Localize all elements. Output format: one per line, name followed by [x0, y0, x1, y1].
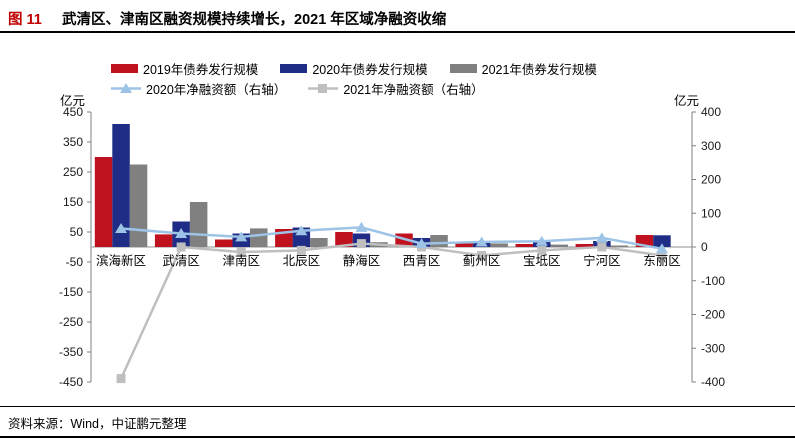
- marker-triangle-蓟州区: [475, 236, 488, 247]
- marker-square-东丽区: [657, 250, 667, 260]
- marker-square-静海区: [356, 239, 366, 249]
- combo-chart: 450 350 250 150 50 -50 -150 -250 -350 -450 400 300 2…: [59, 105, 725, 389]
- line-2020年净融资额（右轴）: [120, 226, 663, 250]
- category-label-滨海新区: 滨海新区: [96, 253, 146, 268]
- legend-item: 2020年净融资额（右轴）: [111, 79, 286, 98]
- right-axis-tick-label: 400: [701, 105, 721, 119]
- figure-header: 图 11 武清区、津南区融资规模持续增长，2021 年区域净融资收缩: [0, 0, 795, 30]
- legend-row-bars: 2019年债券发行规模 2020年债券发行规模 2021年债券发行规模: [111, 58, 597, 78]
- right-axis-tick-label: -100: [701, 274, 725, 288]
- legend-swatch-bar-icon: [280, 63, 308, 73]
- marker-triangle-津南区: [235, 231, 248, 242]
- marker-triangle-北辰区: [295, 225, 308, 236]
- legend-item: 2020年债券发行规模: [280, 59, 428, 78]
- marker-square-北辰区: [296, 245, 306, 255]
- category-label-津南区: 津南区: [222, 253, 260, 268]
- bar-2020年债券发行规模-东丽区: [653, 235, 671, 247]
- left-axis-tick-label: -250: [59, 315, 83, 329]
- left-axis-tick-label: 350: [63, 135, 83, 149]
- bar-2021年债券发行规模-西青区: [430, 235, 448, 247]
- category-label-武清区: 武清区: [162, 254, 200, 268]
- legend-row-lines: 2020年净融资额（右轴） 2021年净融资额（右轴）: [111, 78, 597, 98]
- right-axis-tick-label: -200: [701, 308, 725, 322]
- legend-swatch-bar-icon: [111, 63, 138, 73]
- marker-square-武清区: [176, 242, 186, 252]
- left-axis-tick-label: -350: [59, 345, 83, 359]
- left-axis-tick-label: -150: [59, 285, 83, 299]
- figure-number-label: 图 11: [8, 12, 42, 28]
- marker-triangle-宝坻区: [535, 235, 548, 246]
- legend-item: 2019年债券发行规模: [111, 59, 258, 78]
- marker-triangle-东丽区: [655, 243, 668, 254]
- category-label-宁河区: 宁河区: [583, 253, 621, 268]
- marker-square-宁河区: [597, 242, 607, 252]
- category-label-东丽区: 东丽区: [643, 254, 681, 268]
- figure-title: 武清区、津南区融资规模持续增长，2021 年区域净融资收缩: [62, 12, 447, 28]
- legend-label: 2021年净融资额（右轴）: [343, 82, 484, 97]
- bar-2021年债券发行规模-北辰区: [310, 238, 328, 247]
- right-axis-tick-label: 300: [701, 139, 721, 153]
- marker-square-蓟州区: [477, 250, 487, 260]
- legend-label: 2020年债券发行规模: [312, 62, 428, 77]
- right-axis-tick-label: 0: [701, 240, 708, 254]
- title-divider-line: [0, 31, 795, 33]
- legend-label: 2019年债券发行规模: [143, 62, 259, 77]
- marker-triangle-静海区: [355, 221, 368, 232]
- left-axis-unit-label: 亿元: [60, 94, 86, 108]
- bar-2021年债券发行规模-滨海新区: [129, 164, 148, 247]
- bar-2021年债券发行规模-武清区: [189, 202, 208, 247]
- bar-2021年债券发行规模-蓟州区: [490, 243, 508, 247]
- right-axis-unit-label: 亿元: [674, 94, 700, 108]
- bar-2021年债券发行规模-宝坻区: [550, 244, 568, 247]
- marker-triangle-滨海新区: [115, 222, 128, 233]
- line-2021年净融资额（右轴）: [119, 242, 663, 380]
- left-axis-tick-label: -50: [66, 255, 84, 269]
- right-axis-tick-label: 200: [701, 173, 721, 187]
- legend-item: 2021年净融资额（右轴）: [308, 79, 484, 98]
- legend-label: 2020年净融资额（右轴）: [146, 82, 287, 97]
- bar-2019年债券发行规模-滨海新区: [94, 157, 113, 247]
- bar-2021年债券发行规模-宁河区: [610, 245, 629, 247]
- data-source-text: 资料来源：Wind，中证鹏元整理: [8, 417, 187, 431]
- bar-2019年债券发行规模-宁河区: [575, 244, 594, 247]
- marker-square-津南区: [236, 247, 246, 257]
- bar-2019年债券发行规模-静海区: [335, 232, 353, 247]
- left-axis-tick-label: 250: [63, 165, 83, 179]
- chart-legend: 2019年债券发行规模 2020年债券发行规模 2021年债券发行规模 2020年净…: [111, 58, 597, 98]
- category-label-蓟州区: 蓟州区: [463, 254, 501, 268]
- category-label-宝坻区: 宝坻区: [523, 253, 561, 268]
- marker-triangle-宁河区: [595, 232, 608, 243]
- left-axis-tick-label: 50: [70, 225, 84, 239]
- bar-2020年债券发行规模-滨海新区: [112, 124, 130, 247]
- bottom-border-line: [0, 436, 795, 438]
- legend-swatch-line-icon: [111, 82, 141, 93]
- marker-square-宝坻区: [537, 245, 547, 255]
- legend-item: 2021年债券发行规模: [449, 59, 597, 78]
- right-axis-tick-label: 100: [701, 206, 721, 220]
- marker-triangle-武清区: [175, 228, 188, 238]
- right-axis-tick-label: -400: [701, 375, 725, 389]
- bar-2019年债券发行规模-蓟州区: [455, 243, 473, 247]
- legend-swatch-line-icon: [308, 83, 339, 93]
- category-label-西青区: 西青区: [403, 254, 441, 268]
- marker-triangle-西青区: [415, 238, 428, 249]
- footer-divider-line: [0, 406, 795, 407]
- left-axis-tick-label: 450: [63, 105, 83, 119]
- left-axis-tick-label: 150: [63, 195, 83, 209]
- bar-2019年债券发行规模-宝坻区: [515, 244, 533, 247]
- category-label-静海区: 静海区: [343, 253, 381, 268]
- left-axis-tick-label: -450: [59, 375, 83, 389]
- bar-2019年债券发行规模-津南区: [215, 239, 233, 247]
- bar-2021年债券发行规模-津南区: [250, 228, 268, 247]
- legend-label: 2021年债券发行规模: [481, 62, 597, 77]
- legend-swatch-bar-icon: [449, 63, 477, 73]
- category-label-北辰区: 北辰区: [283, 254, 321, 268]
- marker-square-滨海新区: [116, 374, 126, 384]
- bar-2019年债券发行规模-武清区: [154, 234, 173, 247]
- right-axis-tick-label: -300: [701, 341, 725, 355]
